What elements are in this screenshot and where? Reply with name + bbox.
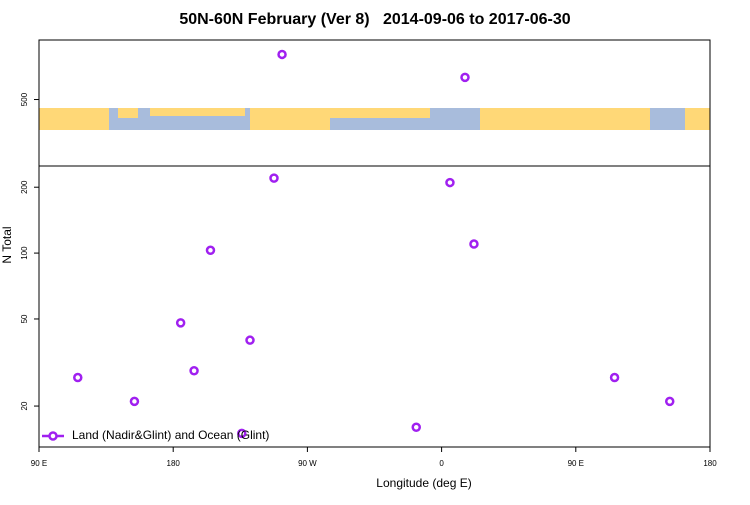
x-tick-label: 0 [439, 459, 444, 468]
legend-marker [48, 431, 58, 441]
y-tick-label: 20 [20, 401, 29, 410]
bottom-panel [38, 165, 711, 448]
x-tick-label: 90 E [568, 459, 584, 468]
y-tick-label: 100 [20, 246, 29, 260]
top-panel [38, 39, 711, 167]
point [609, 372, 620, 383]
x-axis-label: Longitude (deg E) [376, 476, 471, 490]
chart-title: 50N-60N February (Ver 8) 2014-09-06 to 2… [179, 11, 570, 28]
land [150, 108, 245, 116]
point [237, 428, 247, 439]
point [460, 72, 470, 83]
y-axis-label: N Total [0, 226, 14, 263]
point [469, 239, 479, 249]
point [445, 177, 455, 188]
y-tick-label: 200 [20, 180, 29, 194]
y-tick-label: 500 [20, 92, 29, 106]
point [73, 372, 83, 383]
land [480, 108, 650, 130]
point [277, 49, 287, 60]
legend-label: Land (Nadir&Glint) and Ocean (Glint) [72, 428, 269, 442]
point [411, 422, 422, 433]
point [664, 396, 675, 407]
land [250, 108, 330, 130]
point [175, 318, 186, 328]
point [245, 335, 255, 345]
land [330, 108, 430, 118]
point [205, 245, 216, 256]
land [39, 108, 109, 130]
x-tick-label: 90 E [31, 459, 47, 468]
point [269, 173, 279, 183]
x-tick-label: 180 [703, 459, 717, 468]
y-tick-label: 50 [20, 314, 29, 323]
x-tick-label: 90 W [298, 459, 317, 468]
land [118, 108, 138, 118]
land [685, 108, 710, 130]
point [129, 396, 140, 407]
map-strip [39, 108, 710, 130]
x-tick-label: 180 [167, 459, 181, 468]
point [189, 365, 199, 376]
